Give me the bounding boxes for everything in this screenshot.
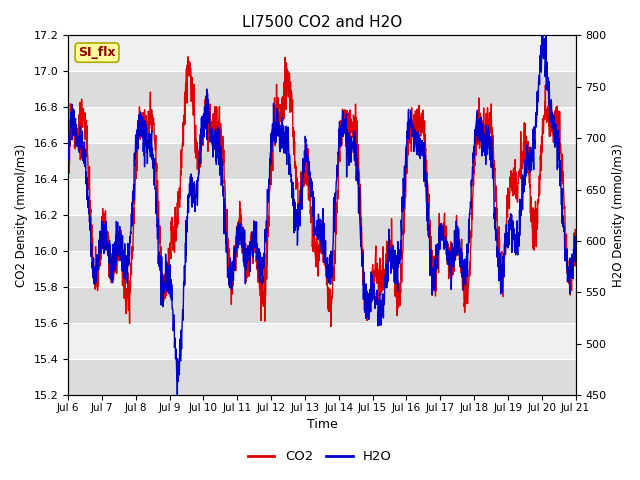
Bar bbox=[68, 359, 575, 395]
Bar bbox=[68, 180, 575, 215]
X-axis label: Time: Time bbox=[307, 419, 337, 432]
Bar bbox=[68, 287, 575, 323]
Text: SI_flx: SI_flx bbox=[78, 46, 116, 59]
Title: LI7500 CO2 and H2O: LI7500 CO2 and H2O bbox=[242, 15, 402, 30]
Bar bbox=[68, 108, 575, 144]
Bar bbox=[68, 36, 575, 72]
Bar bbox=[68, 144, 575, 180]
Y-axis label: H2O Density (mmol/m3): H2O Density (mmol/m3) bbox=[612, 144, 625, 287]
Y-axis label: CO2 Density (mmol/m3): CO2 Density (mmol/m3) bbox=[15, 144, 28, 287]
Bar bbox=[68, 72, 575, 108]
Bar bbox=[68, 323, 575, 359]
Legend: CO2, H2O: CO2, H2O bbox=[243, 445, 397, 468]
Bar bbox=[68, 251, 575, 287]
Bar bbox=[68, 215, 575, 251]
